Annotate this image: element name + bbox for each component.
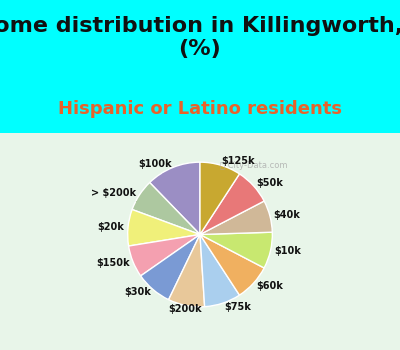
Wedge shape <box>200 234 264 295</box>
Text: Ⓢ City-Data.com: Ⓢ City-Data.com <box>220 161 288 169</box>
Wedge shape <box>200 162 240 234</box>
Text: $75k: $75k <box>214 272 251 312</box>
Text: $150k: $150k <box>96 249 162 268</box>
Text: $125k: $125k <box>212 156 255 196</box>
Wedge shape <box>150 162 200 234</box>
Text: $60k: $60k <box>230 261 283 291</box>
Wedge shape <box>200 201 272 234</box>
Text: Hispanic or Latino residents: Hispanic or Latino residents <box>58 100 342 118</box>
Text: $10k: $10k <box>240 243 301 257</box>
Text: $50k: $50k <box>230 178 283 208</box>
Wedge shape <box>141 234 200 300</box>
Text: $100k: $100k <box>138 159 184 197</box>
Wedge shape <box>132 183 200 235</box>
Text: > $200k: > $200k <box>91 188 166 213</box>
Wedge shape <box>200 234 240 307</box>
Wedge shape <box>169 234 205 307</box>
Text: $200k: $200k <box>169 274 202 314</box>
Text: Income distribution in Killingworth, CT
(%): Income distribution in Killingworth, CT … <box>0 16 400 59</box>
Wedge shape <box>128 210 200 246</box>
Text: $40k: $40k <box>239 210 300 224</box>
Wedge shape <box>200 232 272 268</box>
Wedge shape <box>200 174 264 234</box>
Text: $30k: $30k <box>124 265 174 298</box>
Text: $20k: $20k <box>97 222 160 232</box>
Wedge shape <box>128 234 200 276</box>
